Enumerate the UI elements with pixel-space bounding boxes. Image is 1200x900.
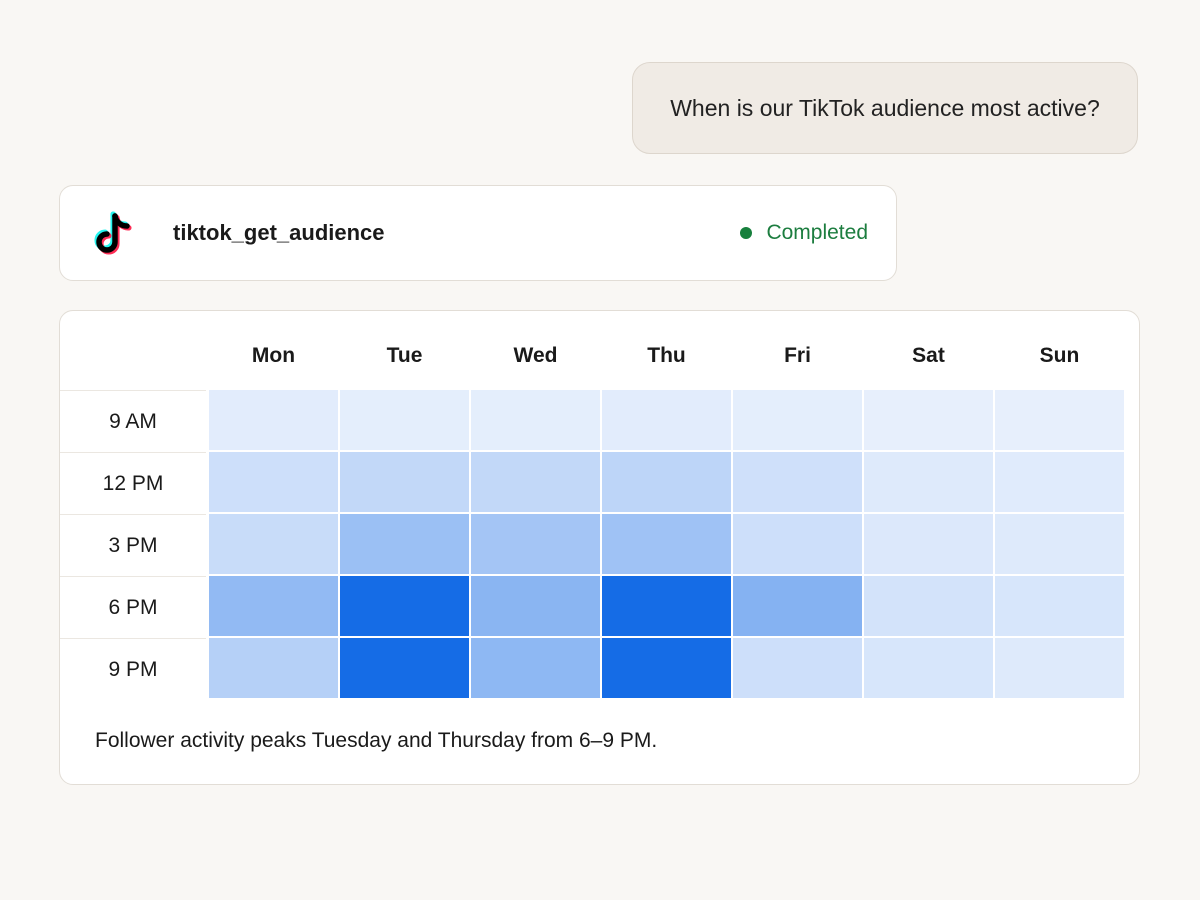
heatmap-cell[interactable] xyxy=(995,576,1124,636)
status-label: Completed xyxy=(766,221,868,244)
tiktok-logo-icon xyxy=(94,211,132,255)
time-label: 3 PM xyxy=(60,514,206,576)
day-header-mon: Mon xyxy=(251,344,296,367)
day-header-sun: Sun xyxy=(1039,344,1080,367)
summary-text: Follower activity peaks Tuesday and Thur… xyxy=(95,729,658,752)
heatmap-cell[interactable] xyxy=(995,514,1124,574)
heatmap-cell[interactable] xyxy=(340,638,469,698)
tool-name: tiktok_get_audience xyxy=(173,220,385,245)
heatmap-cell[interactable] xyxy=(209,514,338,574)
heatmap-cell[interactable] xyxy=(995,452,1124,512)
heatmap-cell[interactable] xyxy=(602,514,731,574)
status-indicator: Completed xyxy=(740,221,868,245)
heatmap-cell[interactable] xyxy=(209,638,338,698)
heatmap-cell[interactable] xyxy=(995,638,1124,698)
heatmap-cell[interactable] xyxy=(209,390,338,450)
time-label: 9 PM xyxy=(60,638,206,700)
heatmap-cell[interactable] xyxy=(602,576,731,636)
heatmap-cell[interactable] xyxy=(733,514,862,574)
heatmap-cell[interactable] xyxy=(864,452,993,512)
heatmap-cell[interactable] xyxy=(995,390,1124,450)
day-header-tue: Tue xyxy=(386,344,423,367)
heatmap-cell[interactable] xyxy=(471,638,600,698)
heatmap-cell[interactable] xyxy=(602,638,731,698)
heatmap-cell[interactable] xyxy=(471,514,600,574)
heatmap-cell[interactable] xyxy=(864,638,993,698)
heatmap-cell[interactable] xyxy=(864,576,993,636)
heatmap-cell[interactable] xyxy=(209,452,338,512)
heatmap-cell[interactable] xyxy=(471,452,600,512)
heatmap-cell[interactable] xyxy=(733,576,862,636)
user-message-text: When is our TikTok audience most active? xyxy=(670,94,1100,121)
heatmap-cell[interactable] xyxy=(340,514,469,574)
time-label: 6 PM xyxy=(60,576,206,638)
heatmap-cell[interactable] xyxy=(209,576,338,636)
heatmap-cell[interactable] xyxy=(471,576,600,636)
day-header-wed: Wed xyxy=(513,344,558,367)
time-label: 9 AM xyxy=(60,390,206,452)
status-dot-icon xyxy=(740,227,753,239)
heatmap-cell[interactable] xyxy=(733,390,862,450)
heatmap-cell[interactable] xyxy=(864,390,993,450)
heatmap-card: Mon Tue Wed Thu Fri Sat Sun 9 AM 12 PM 3 PM 6 PM 9 … xyxy=(59,310,1140,785)
day-header-fri: Fri xyxy=(784,344,811,367)
heatmap-cell[interactable] xyxy=(340,576,469,636)
tool-call-card[interactable]: tiktok_get_audience Completed xyxy=(59,185,897,281)
day-header-thu: Thu xyxy=(647,344,686,367)
heatmap-cell[interactable] xyxy=(602,452,731,512)
day-header-sat: Sat xyxy=(912,344,945,367)
user-message-bubble: When is our TikTok audience most active? xyxy=(632,62,1138,154)
heatmap-cell[interactable] xyxy=(340,390,469,450)
heatmap-cell[interactable] xyxy=(471,390,600,450)
heatmap-cell[interactable] xyxy=(733,638,862,698)
time-label: 12 PM xyxy=(60,452,206,514)
heatmap-cell[interactable] xyxy=(864,514,993,574)
heatmap-cell[interactable] xyxy=(733,452,862,512)
heatmap-cell[interactable] xyxy=(602,390,731,450)
heatmap-cell[interactable] xyxy=(340,452,469,512)
